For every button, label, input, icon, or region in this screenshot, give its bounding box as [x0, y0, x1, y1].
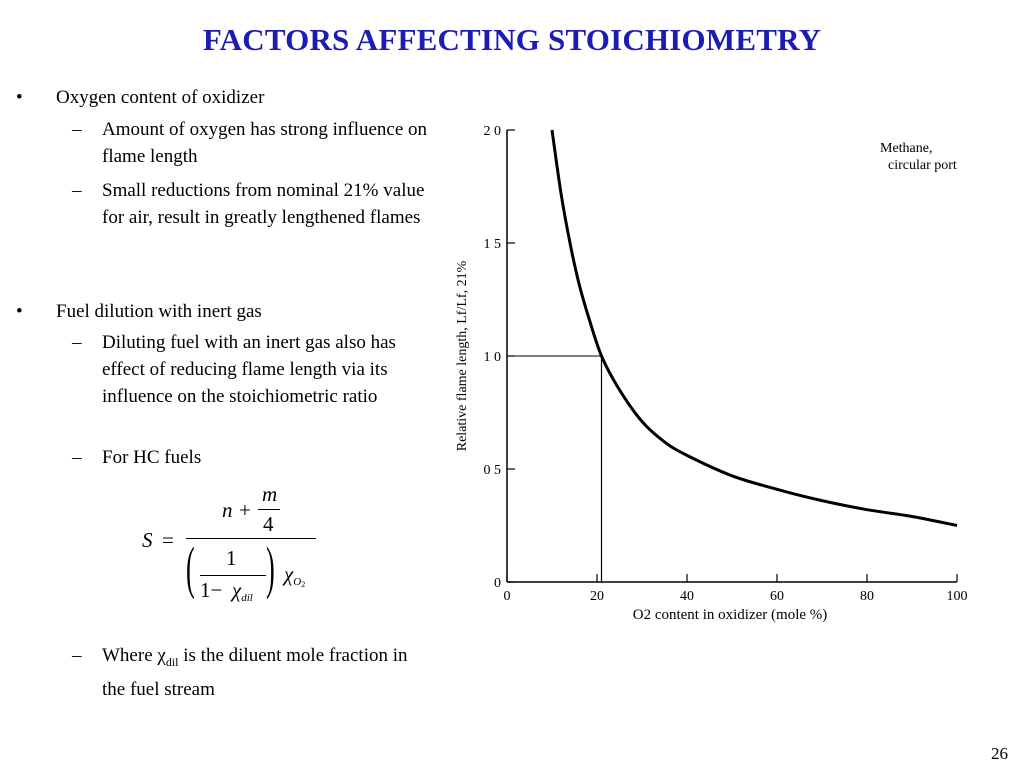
stoichiometry-formula: S = n + m 4 ( 1 1− χdil ) χO2 [140, 478, 340, 618]
sub-bullet-text: Amount of oxygen has strong influence on… [102, 119, 428, 167]
y-axis-label: Relative flame length, Lf/Lf, 21% [455, 260, 470, 451]
bullet-dot-icon: • [16, 87, 23, 108]
x-tick-label: 80 [860, 589, 874, 604]
y-tick-label: 0 5 [484, 463, 502, 478]
y-tick-label: 0 [494, 576, 501, 591]
dash-icon: – [72, 332, 82, 353]
formula-inner-bar-bottom [200, 575, 266, 576]
formula-equals: = [162, 528, 174, 552]
formula-lhs: S [142, 528, 153, 552]
x-axis-label: O2 content in oxidizer (mole %) [633, 607, 828, 623]
formula-one-minus: 1− [200, 578, 223, 602]
formula-chi-o2: χO2 [284, 562, 306, 589]
slide-title: FACTORS AFFECTING STOICHIOMETRY [202, 22, 822, 57]
x-tick-label: 20 [590, 589, 604, 604]
dash-icon: – [72, 645, 82, 666]
x-tick-label: 0 [504, 589, 511, 604]
y-tick-label: 2 0 [484, 124, 502, 139]
formula-paren-left: ( [186, 535, 195, 600]
chi-symbol: χ [157, 645, 166, 666]
series-line [550, 129, 958, 527]
y-tick-group: 0 0 5 1 0 1 5 2 0 [484, 124, 515, 591]
formula-paren-right: ) [266, 535, 275, 600]
y-tick-label: 1 0 [484, 350, 502, 365]
chi-subscript: dil [165, 654, 179, 669]
dash-icon: – [72, 447, 82, 468]
formula-n: n [222, 498, 233, 522]
x-tick-label: 100 [947, 589, 968, 604]
formula-chi-dil: χdil [232, 578, 253, 604]
formula-main-bar [186, 538, 316, 539]
where-note: Where χdil is the diluent mole fraction … [102, 645, 408, 700]
sub-bullet-text: Diluting fuel with an inert gas also has… [102, 332, 396, 407]
x-tick-label: 60 [770, 589, 784, 604]
formula-one: 1 [226, 546, 237, 570]
dash-icon: – [72, 180, 82, 201]
formula-four: 4 [263, 512, 274, 536]
bullet-text: Fuel dilution with inert gas [56, 301, 262, 322]
annotation-line-2: circular port [888, 158, 957, 173]
page-number: 26 [991, 744, 1008, 763]
x-tick-group: 0 20 40 60 80 100 [504, 574, 968, 604]
x-tick-label: 40 [680, 589, 694, 604]
sub-bullet-text: For HC fuels [102, 447, 202, 468]
dash-icon: – [72, 119, 82, 140]
formula-inner-bar-top [258, 509, 280, 510]
bullet-text: Oxygen content of oxidizer [56, 87, 265, 108]
bullet-dot-icon: • [16, 301, 23, 322]
sub-bullet-text: Small reductions from nominal 21% value … [102, 180, 425, 228]
y-tick-label: 1 5 [484, 237, 502, 252]
formula-m: m [262, 482, 278, 506]
annotation-line-1: Methane, [880, 141, 932, 156]
formula-plus: + [239, 498, 251, 522]
